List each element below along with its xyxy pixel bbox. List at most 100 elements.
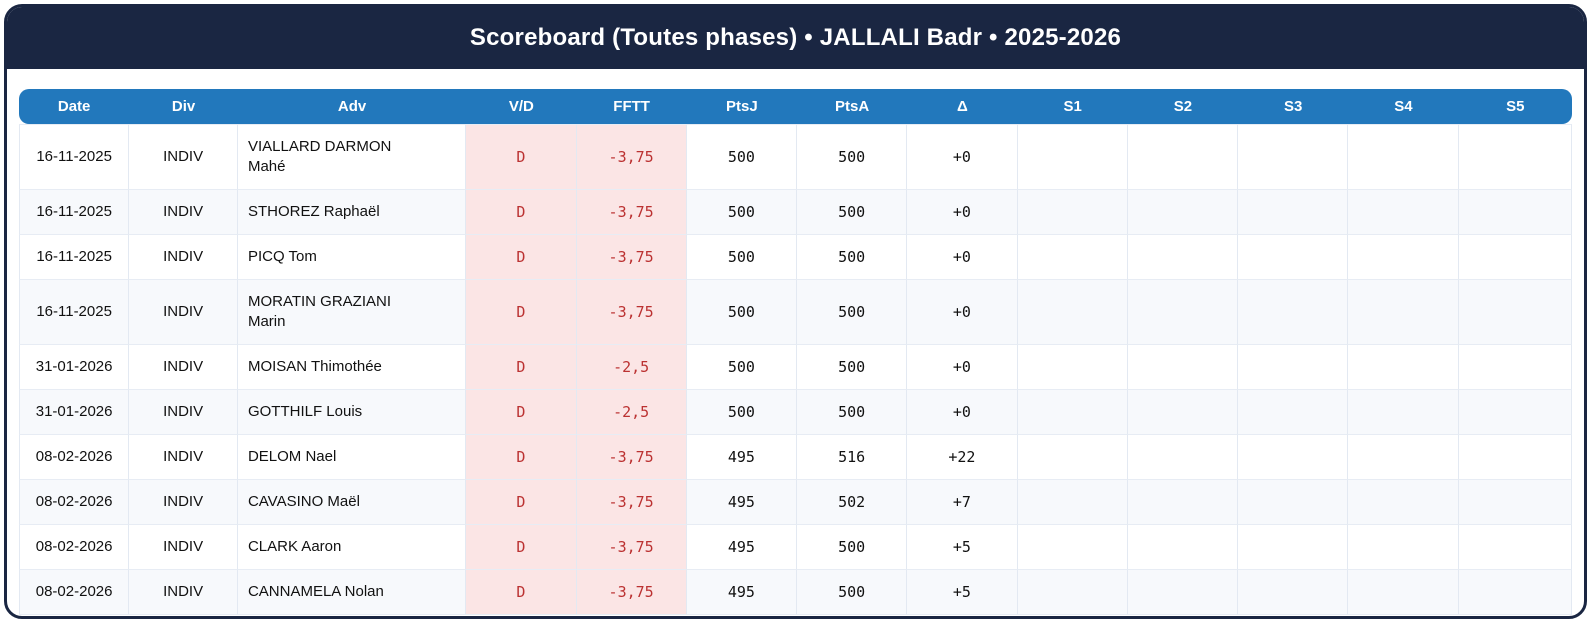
cell-date: 16-11-2025 xyxy=(19,190,130,235)
cell-s2 xyxy=(1127,390,1238,435)
table-row: 08-02-2026 INDIV DELOM Nael D -3,75 495 … xyxy=(19,435,1572,480)
column-header-s3: S3 xyxy=(1238,89,1349,124)
cell-vd: D xyxy=(466,345,577,390)
cell-s1 xyxy=(1017,235,1128,280)
cell-ptsa: 500 xyxy=(797,570,908,615)
cell-s1 xyxy=(1017,124,1128,190)
cell-s5 xyxy=(1458,190,1572,235)
opponent-name: CAVASINO Maël xyxy=(247,493,360,510)
cell-date: 16-11-2025 xyxy=(19,280,130,345)
cell-ptsj: 500 xyxy=(686,280,797,345)
cell-adv: DELOM Nael xyxy=(237,435,467,480)
cell-s5 xyxy=(1458,235,1572,280)
opponent-name: MOISAN Thimothée xyxy=(247,358,382,375)
scoreboard-table: Date Div Adv V/D FFTT PtsJ PtsA Δ S1 S2 … xyxy=(19,89,1572,615)
cell-fftt: -3,75 xyxy=(576,235,687,280)
table-row: 16-11-2025 INDIV MORATIN GRAZIANI Marin … xyxy=(19,280,1572,345)
cell-delta: +5 xyxy=(907,570,1018,615)
cell-ptsa: 502 xyxy=(797,480,908,525)
cell-vd: D xyxy=(466,480,577,525)
cell-s4 xyxy=(1348,435,1459,480)
cell-s1 xyxy=(1017,345,1128,390)
cell-s4 xyxy=(1348,190,1459,235)
column-header-s1: S1 xyxy=(1017,89,1128,124)
cell-s5 xyxy=(1458,570,1572,615)
cell-s1 xyxy=(1017,525,1128,570)
cell-delta: +22 xyxy=(907,435,1018,480)
cell-s3 xyxy=(1238,190,1349,235)
cell-s4 xyxy=(1348,570,1459,615)
table-row: 31-01-2026 INDIV GOTTHILF Louis D -2,5 5… xyxy=(19,390,1572,435)
cell-s3 xyxy=(1238,480,1349,525)
scoreboard-card: Scoreboard (Toutes phases) • JALLALI Bad… xyxy=(4,4,1587,619)
cell-fftt: -3,75 xyxy=(576,480,687,525)
header-row: Date Div Adv V/D FFTT PtsJ PtsA Δ S1 S2 … xyxy=(19,89,1572,124)
column-header-fftt: FFTT xyxy=(576,89,687,124)
cell-ptsa: 500 xyxy=(797,525,908,570)
cell-ptsa: 500 xyxy=(797,190,908,235)
cell-adv: VIALLARD DARMON Mahé xyxy=(237,124,467,190)
cell-delta: +7 xyxy=(907,480,1018,525)
cell-s5 xyxy=(1458,280,1572,345)
cell-delta: +0 xyxy=(907,235,1018,280)
cell-s1 xyxy=(1017,570,1128,615)
cell-ptsa: 516 xyxy=(797,435,908,480)
cell-fftt: -2,5 xyxy=(576,390,687,435)
table-row: 08-02-2026 INDIV CANNAMELA Nolan D -3,75… xyxy=(19,570,1572,615)
table-row: 08-02-2026 INDIV CLARK Aaron D -3,75 495… xyxy=(19,525,1572,570)
cell-delta: +0 xyxy=(907,124,1018,190)
cell-vd: D xyxy=(466,435,577,480)
column-header-div: Div xyxy=(129,89,238,124)
cell-s3 xyxy=(1238,280,1349,345)
cell-s4 xyxy=(1348,525,1459,570)
table-row: 16-11-2025 INDIV VIALLARD DARMON Mahé D … xyxy=(19,124,1572,190)
cell-s1 xyxy=(1017,390,1128,435)
cell-ptsa: 500 xyxy=(797,124,908,190)
cell-adv: MORATIN GRAZIANI Marin xyxy=(237,280,467,345)
cell-div: INDIV xyxy=(129,480,238,525)
cell-fftt: -3,75 xyxy=(576,124,687,190)
cell-s1 xyxy=(1017,435,1128,480)
cell-vd: D xyxy=(466,235,577,280)
cell-vd: D xyxy=(466,190,577,235)
cell-s1 xyxy=(1017,190,1128,235)
table-row: 16-11-2025 INDIV PICQ Tom D -3,75 500 50… xyxy=(19,235,1572,280)
cell-s3 xyxy=(1238,390,1349,435)
cell-delta: +0 xyxy=(907,345,1018,390)
cell-fftt: -3,75 xyxy=(576,190,687,235)
cell-s2 xyxy=(1127,124,1238,190)
opponent-name: GOTTHILF Louis xyxy=(247,403,363,420)
cell-s5 xyxy=(1458,435,1572,480)
cell-vd: D xyxy=(466,570,577,615)
cell-adv: PICQ Tom xyxy=(237,235,467,280)
column-header-delta: Δ xyxy=(907,89,1018,124)
cell-ptsj: 500 xyxy=(686,345,797,390)
opponent-name: CLARK Aaron xyxy=(247,538,342,555)
cell-ptsa: 500 xyxy=(797,345,908,390)
cell-adv: GOTTHILF Louis xyxy=(237,390,467,435)
cell-date: 08-02-2026 xyxy=(19,525,130,570)
cell-s5 xyxy=(1458,525,1572,570)
cell-date: 08-02-2026 xyxy=(19,435,130,480)
cell-s4 xyxy=(1348,480,1459,525)
cell-div: INDIV xyxy=(129,390,238,435)
cell-s2 xyxy=(1127,435,1238,480)
cell-ptsj: 495 xyxy=(686,570,797,615)
table-row: 31-01-2026 INDIV MOISAN Thimothée D -2,5… xyxy=(19,345,1572,390)
cell-s4 xyxy=(1348,390,1459,435)
cell-ptsa: 500 xyxy=(797,390,908,435)
cell-div: INDIV xyxy=(129,124,238,190)
cell-ptsj: 495 xyxy=(686,480,797,525)
cell-date: 31-01-2026 xyxy=(19,345,130,390)
cell-s4 xyxy=(1348,235,1459,280)
column-header-s4: S4 xyxy=(1348,89,1459,124)
cell-s2 xyxy=(1127,235,1238,280)
cell-adv: STHOREZ Raphaël xyxy=(237,190,467,235)
column-header-date: Date xyxy=(19,89,130,124)
cell-vd: D xyxy=(466,280,577,345)
scoreboard-content: Date Div Adv V/D FFTT PtsJ PtsA Δ S1 S2 … xyxy=(7,69,1584,615)
page-title: Scoreboard (Toutes phases) • JALLALI Bad… xyxy=(469,24,1122,51)
cell-s3 xyxy=(1238,124,1349,190)
cell-ptsj: 495 xyxy=(686,435,797,480)
cell-ptsj: 500 xyxy=(686,124,797,190)
